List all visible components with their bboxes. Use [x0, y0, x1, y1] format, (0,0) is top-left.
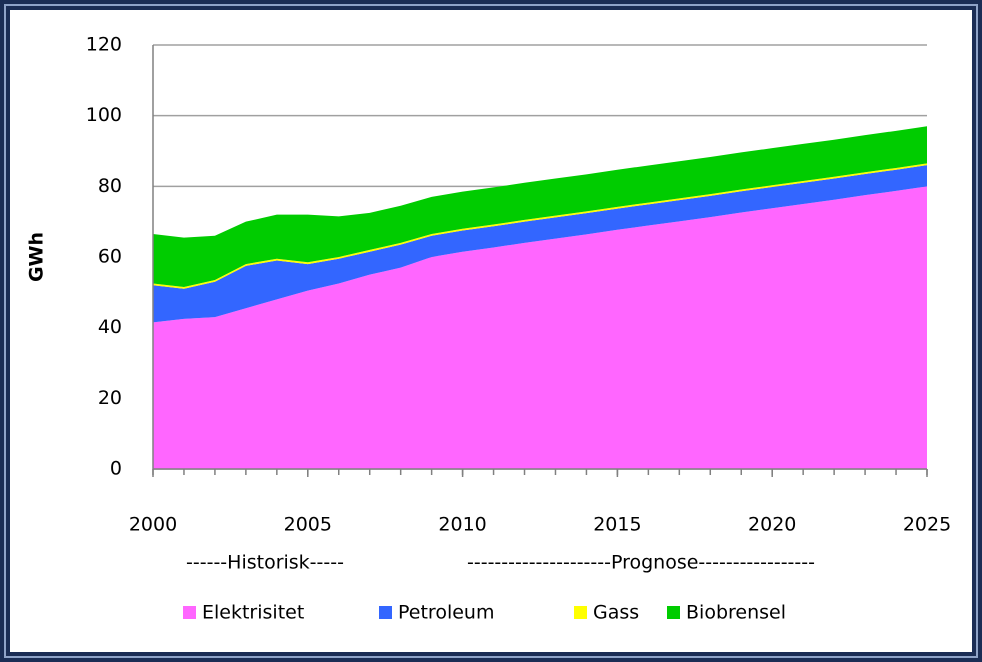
y-tick-label: 20: [98, 387, 122, 409]
legend-label: Biobrensel: [686, 602, 786, 624]
legend-swatch: [379, 606, 392, 619]
legend-swatch: [183, 606, 196, 619]
area: [153, 126, 927, 288]
area: [153, 163, 927, 289]
y-axis-label: GWh: [26, 232, 48, 282]
y-tick-label: 0: [110, 458, 122, 480]
legend-swatch: [667, 606, 680, 619]
y-tick-label: 40: [98, 316, 122, 338]
x-tick-label: 2005: [284, 514, 332, 536]
y-tick-label: 80: [98, 175, 122, 197]
area: [153, 165, 927, 323]
x-tick-label: 2020: [748, 514, 796, 536]
x-tick-label: 2010: [438, 514, 486, 536]
x-tick-label: 2025: [903, 514, 951, 536]
annotation: ---------------------Prognose-----------…: [467, 552, 815, 574]
legend-label: Gass: [593, 602, 639, 624]
frame-line: [4, 4, 978, 658]
y-tick-label: 120: [86, 34, 122, 56]
area: [153, 186, 927, 470]
annotation: ------Historisk-----: [186, 552, 344, 574]
x-tick-label: 2000: [129, 514, 177, 536]
legend-label: Petroleum: [398, 602, 494, 624]
y-tick-label: 60: [98, 246, 122, 268]
x-tick-label: 2015: [593, 514, 641, 536]
legend-swatch: [574, 606, 587, 619]
y-tick-label: 100: [86, 104, 122, 126]
legend-label: Elektrisitet: [202, 602, 304, 624]
